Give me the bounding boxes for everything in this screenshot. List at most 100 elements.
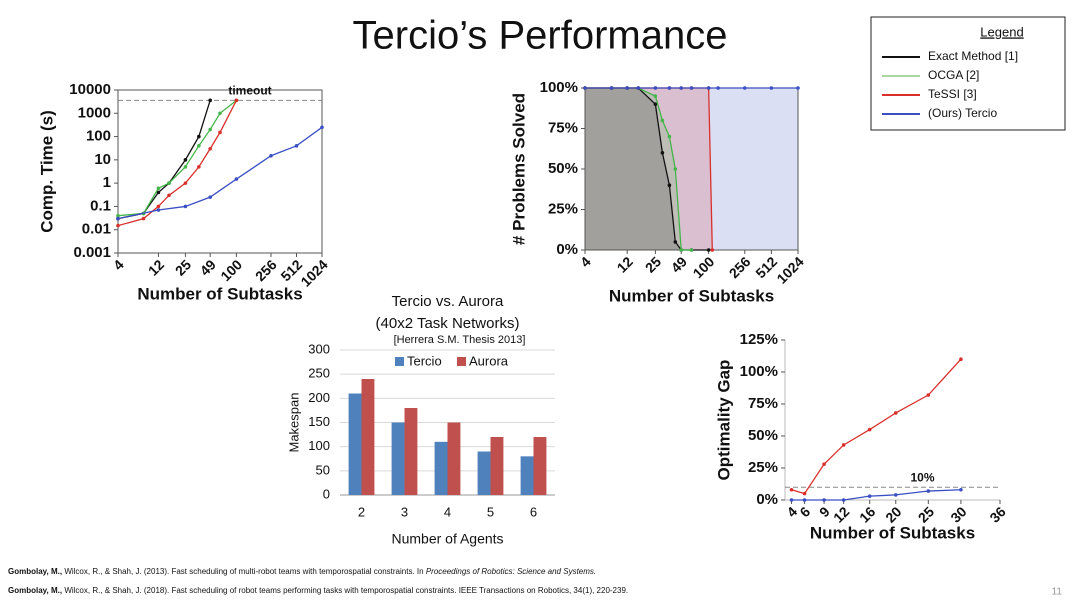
point — [689, 248, 694, 252]
y-tick-label: 100% — [740, 363, 778, 380]
y-axis-label: Makespan — [286, 393, 301, 453]
point — [769, 86, 774, 90]
y-tick-label: 0.001 — [73, 244, 111, 261]
x-tick-label: 256 — [726, 253, 754, 281]
point — [625, 86, 629, 90]
point — [197, 144, 201, 148]
point — [156, 204, 161, 209]
point — [789, 487, 794, 492]
y-axis-label: Optimality Gap — [714, 360, 733, 481]
y-tick-label: 200 — [308, 390, 330, 405]
point — [156, 208, 161, 212]
x-axis-label: Number of Subtasks — [810, 523, 975, 542]
y-tick-label: 150 — [308, 414, 330, 429]
series-line — [791, 489, 961, 501]
legend-box — [870, 16, 1066, 131]
point — [841, 443, 846, 447]
x-tick-label: 256 — [252, 256, 280, 284]
y-tick-label: 50% — [748, 427, 778, 444]
x-tick-label: 12 — [830, 503, 852, 525]
point — [689, 86, 694, 90]
bar — [348, 393, 362, 495]
point — [959, 357, 963, 362]
point — [653, 102, 658, 106]
point — [320, 125, 324, 130]
point — [583, 86, 587, 90]
area — [585, 88, 709, 250]
x-tick-label: 4 — [783, 503, 800, 520]
point — [667, 86, 672, 90]
legend-swatch — [457, 357, 466, 366]
reference-label: timeout — [228, 84, 271, 98]
legend-label: (Ours) Tercio — [928, 106, 997, 120]
page-number: 11 — [1052, 587, 1063, 598]
point — [796, 86, 800, 90]
ref-author: Gombolay, M., — [8, 567, 62, 576]
point — [667, 183, 672, 187]
point — [116, 223, 120, 228]
point — [269, 153, 273, 158]
x-tick-label: 20 — [882, 503, 904, 525]
series-line — [117, 99, 237, 217]
point — [218, 111, 222, 116]
slide-title: Tercio’s Performance — [353, 14, 728, 58]
bar — [404, 408, 418, 495]
point — [208, 127, 212, 132]
x-tick-label: 100 — [217, 256, 245, 284]
y-tick-label: 100 — [86, 128, 111, 145]
y-tick-label: 10 — [94, 151, 111, 168]
point — [653, 86, 658, 90]
x-tick-label: 49 — [668, 253, 690, 275]
point — [208, 98, 212, 103]
x-axis-label: Number of Subtasks — [609, 286, 774, 305]
legend-label: Aurora — [469, 353, 509, 368]
series-line — [117, 100, 237, 227]
y-tick-label: 250 — [308, 366, 330, 381]
point — [167, 193, 171, 198]
point — [234, 177, 239, 181]
chart-subtitle: (40x2 Task Networks) — [376, 315, 520, 332]
bar — [447, 422, 461, 495]
y-tick-label: 100% — [540, 79, 578, 96]
point — [167, 181, 171, 185]
plot-frame — [117, 89, 323, 254]
point — [802, 491, 807, 496]
point — [183, 181, 188, 185]
point — [802, 498, 807, 502]
x-tick-label: 5 — [487, 504, 494, 519]
point — [822, 462, 826, 466]
y-tick-label: 50 — [316, 462, 330, 477]
y-tick-label: 125% — [740, 331, 778, 348]
point — [234, 98, 239, 103]
y-tick-label: 1 — [103, 174, 111, 191]
x-tick-label: 25 — [642, 253, 664, 275]
series-line — [791, 358, 962, 495]
x-tick-label: 4 — [577, 253, 594, 270]
point — [673, 167, 678, 171]
y-tick-label: 50% — [548, 160, 578, 177]
x-axis-label: Number of Agents — [391, 531, 503, 547]
point — [156, 186, 161, 191]
x-tick-label: 9 — [816, 503, 833, 520]
point — [716, 86, 720, 90]
y-tick-label: 1000 — [78, 104, 111, 121]
chart-title: Tercio vs. Aurora — [392, 293, 504, 310]
y-axis-label: Comp. Time (s) — [37, 110, 56, 232]
x-tick-label: 12 — [614, 253, 636, 275]
ref-author: Gombolay, M., — [8, 586, 62, 595]
y-tick-label: 25% — [548, 200, 578, 217]
point — [893, 411, 898, 415]
chart-note: [Herrera S.M. Thesis 2013] — [394, 334, 526, 346]
point — [294, 144, 299, 148]
point — [208, 146, 212, 151]
bar — [391, 422, 405, 495]
point — [742, 86, 747, 90]
bar — [533, 437, 547, 495]
point — [706, 86, 711, 90]
x-tick-label: 6 — [530, 504, 537, 519]
y-axis-label: # Problems Solved — [509, 93, 528, 245]
point — [636, 86, 641, 90]
bar — [361, 379, 375, 495]
